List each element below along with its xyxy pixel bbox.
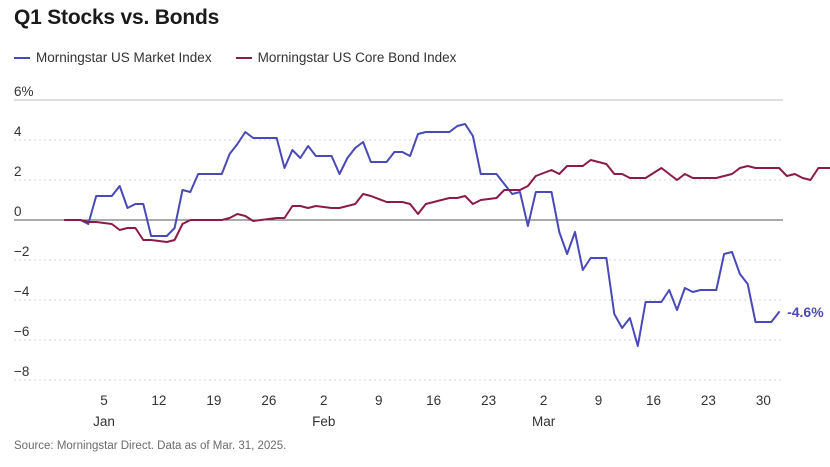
x-tick-label: 9 bbox=[375, 393, 383, 408]
y-tick-label: 0 bbox=[14, 204, 22, 219]
x-tick-label: 30 bbox=[756, 393, 771, 408]
x-tick-label: 2 bbox=[540, 393, 548, 408]
x-tick-label: 9 bbox=[595, 393, 603, 408]
x-tick-label: 23 bbox=[481, 393, 496, 408]
legend-label-stocks: Morningstar US Market Index bbox=[36, 50, 212, 65]
x-month-label: Feb bbox=[312, 414, 335, 429]
legend: Morningstar US Market Index Morningstar … bbox=[14, 50, 456, 65]
y-tick-label: 4 bbox=[14, 124, 22, 139]
x-tick-label: 2 bbox=[320, 393, 328, 408]
y-tick-label: −8 bbox=[14, 364, 29, 379]
y-tick-label: −4 bbox=[14, 284, 30, 299]
end-label-stocks: -4.6% bbox=[787, 304, 824, 320]
x-tick-label: 26 bbox=[261, 393, 276, 408]
chart-title: Q1 Stocks vs. Bonds bbox=[14, 6, 220, 29]
x-tick-label: 23 bbox=[701, 393, 716, 408]
x-tick-label: 19 bbox=[206, 393, 221, 408]
y-tick-label: 2 bbox=[14, 164, 22, 179]
x-tick-label: 16 bbox=[646, 393, 661, 408]
legend-label-bonds: Morningstar US Core Bond Index bbox=[257, 50, 457, 65]
y-tick-label: 6% bbox=[14, 84, 34, 99]
legend-item-bonds: Morningstar US Core Bond Index bbox=[235, 50, 457, 65]
legend-swatch-stocks bbox=[14, 56, 30, 59]
x-tick-label: 12 bbox=[151, 393, 166, 408]
series-line-bonds bbox=[63, 159, 830, 243]
x-month-label: Jan bbox=[93, 414, 115, 429]
y-tick-label: −2 bbox=[14, 244, 29, 259]
x-tick-label: 16 bbox=[426, 393, 441, 408]
legend-swatch-bonds bbox=[235, 56, 252, 59]
series-line-stocks bbox=[63, 123, 781, 347]
legend-item-stocks: Morningstar US Market Index bbox=[14, 50, 212, 65]
y-tick-label: −6 bbox=[14, 324, 29, 339]
x-tick-label: 5 bbox=[100, 393, 108, 408]
source-note: Source: Morningstar Direct. Data as of M… bbox=[14, 440, 287, 452]
x-month-label: Mar bbox=[532, 414, 556, 429]
